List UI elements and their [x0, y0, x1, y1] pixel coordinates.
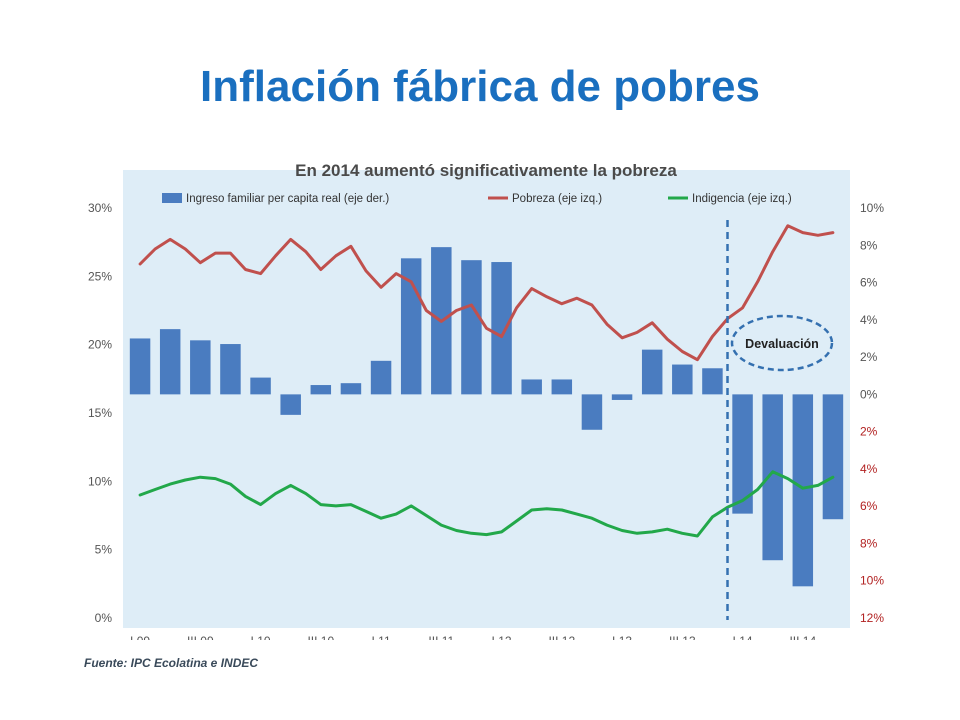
income-bar	[250, 377, 271, 395]
right-tick-label: 6%	[860, 276, 878, 290]
slide-title: Inflación fábrica de pobres	[200, 62, 760, 111]
x-tick-label: I 13	[612, 634, 632, 640]
left-tick-label: 30%	[88, 201, 112, 215]
x-tick-label: III 11	[428, 634, 454, 640]
x-tick-label: I 11	[372, 634, 391, 640]
income-bar	[340, 383, 362, 395]
income-bar	[611, 394, 633, 400]
legend-label: Pobreza (eje izq.)	[512, 193, 602, 205]
income-bar	[129, 338, 151, 395]
income-bar	[521, 379, 542, 395]
right-tick-label: 10%	[860, 201, 884, 215]
legend-label: Indigencia (eje izq.)	[692, 193, 792, 205]
devaluation-label: Devaluación	[745, 337, 819, 351]
x-tick-label: III 13	[669, 634, 696, 640]
chart-legend: Ingreso familiar per capita real (eje de…	[162, 193, 792, 205]
chart-plot-background	[123, 170, 850, 628]
income-bar	[641, 349, 663, 395]
left-tick-label: 15%	[88, 406, 112, 420]
x-tick-label: I 10	[251, 634, 271, 640]
right-tick-label: 2%	[860, 425, 878, 439]
right-tick-label: 0%	[860, 387, 878, 401]
left-tick-label: 10%	[88, 474, 112, 488]
legend-label: Ingreso familiar per capita real (eje de…	[186, 193, 389, 205]
income-bar	[220, 344, 241, 395]
income-bar	[732, 394, 753, 514]
income-bar	[762, 394, 783, 561]
source-note: Fuente: IPC Ecolatina e INDEC	[84, 656, 259, 670]
income-bar	[581, 394, 603, 430]
x-tick-label: I 09	[130, 634, 150, 640]
right-tick-label: 2%	[860, 350, 878, 364]
poverty-chart: En 2014 aumentó significativamente la po…	[88, 161, 884, 640]
left-tick-label: 25%	[88, 269, 112, 283]
legend-swatch-bars	[162, 193, 182, 203]
x-tick-label: III 10	[307, 634, 334, 640]
right-tick-label: 10%	[860, 574, 884, 588]
income-bar	[491, 262, 512, 395]
income-bar	[370, 360, 392, 395]
left-tick-label: 5%	[95, 543, 113, 557]
income-bar	[672, 364, 693, 395]
income-bar	[461, 260, 482, 395]
income-bar	[822, 394, 844, 520]
income-bar	[159, 329, 181, 395]
right-axis: 10% 8% 6% 4% 2% 0% 2% 4% 6% 8% 10% 12%	[860, 201, 884, 625]
x-tick-label: I 12	[492, 634, 512, 640]
devaluation-ellipse	[730, 314, 834, 372]
x-tick-label: III 12	[548, 634, 575, 640]
x-tick-label: I 14	[733, 634, 753, 640]
indigencia-line	[138, 470, 835, 538]
x-tick-label: III 09	[187, 634, 214, 640]
right-tick-label: 4%	[860, 462, 878, 476]
income-bar	[280, 394, 301, 415]
income-bar	[190, 340, 211, 395]
right-tick-label: 8%	[860, 536, 878, 550]
right-tick-label: 8%	[860, 238, 878, 252]
right-tick-label: 6%	[860, 499, 878, 513]
right-tick-label: 12%	[860, 611, 884, 625]
x-axis: I 09 III 09 I 10 III 10 I 11 III 11 I 12 III 12…	[130, 634, 816, 640]
left-tick-label: 20%	[88, 338, 112, 352]
pobreza-line	[138, 224, 835, 362]
income-bar	[702, 368, 723, 395]
left-axis: 0% 5% 10% 15% 20% 25% 30%	[88, 201, 112, 625]
income-bar	[310, 385, 332, 395]
x-tick-label: III 14	[789, 634, 816, 640]
chart-title: En 2014 aumentó significativamente la po…	[295, 161, 677, 180]
income-bar	[792, 394, 814, 587]
right-tick-label: 4%	[860, 313, 878, 327]
devaluation-callout: Devaluación	[730, 314, 834, 372]
left-tick-label: 0%	[95, 611, 113, 625]
income-bar	[551, 379, 573, 395]
